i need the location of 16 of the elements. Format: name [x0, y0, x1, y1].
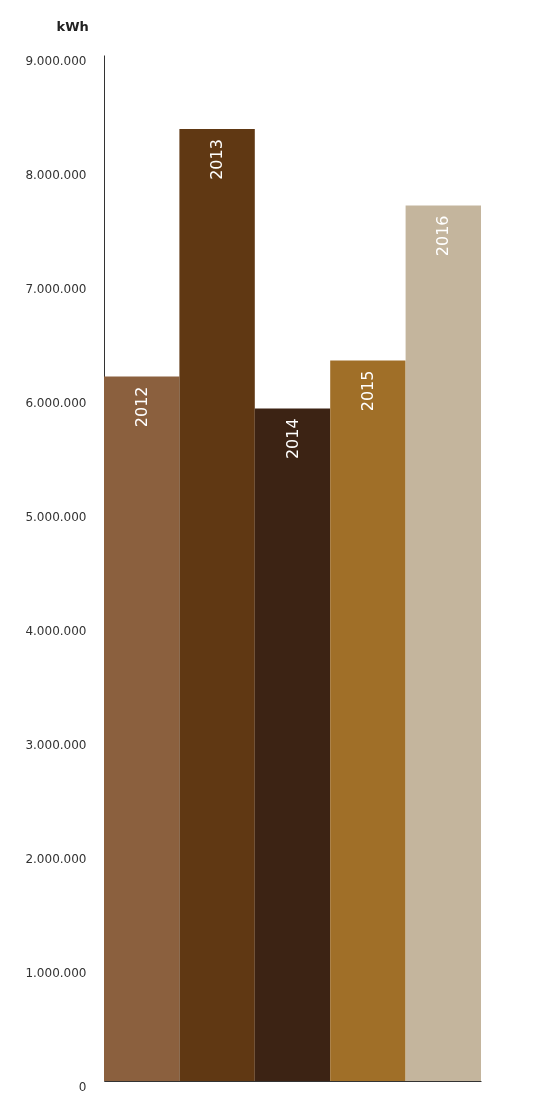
y-tick-label: 6.000.000 — [25, 395, 87, 410]
x-tick-label: 2014 — [282, 418, 302, 460]
y-axis-title: kWh — [56, 18, 89, 34]
x-tick-label: 2016 — [433, 215, 453, 257]
y-tick-label: 4.000.000 — [25, 623, 87, 638]
x-tick-label: 2013 — [207, 139, 227, 180]
y-tick-label: 1.000.000 — [25, 965, 87, 980]
y-tick-label: 2.000.000 — [25, 851, 87, 866]
y-tick-label: 0 — [78, 1079, 87, 1094]
y-tick-label: 3.000.000 — [25, 737, 87, 752]
x-tick-label: 2015 — [357, 370, 377, 412]
y-tick-label: 7.000.000 — [25, 281, 87, 296]
y-tick-label: 9.000.000 — [25, 53, 87, 68]
x-tick-label: 2012 — [131, 386, 151, 428]
y-tick-label: 5.000.000 — [25, 509, 87, 524]
y-tick-label: 8.000.000 — [25, 167, 87, 182]
